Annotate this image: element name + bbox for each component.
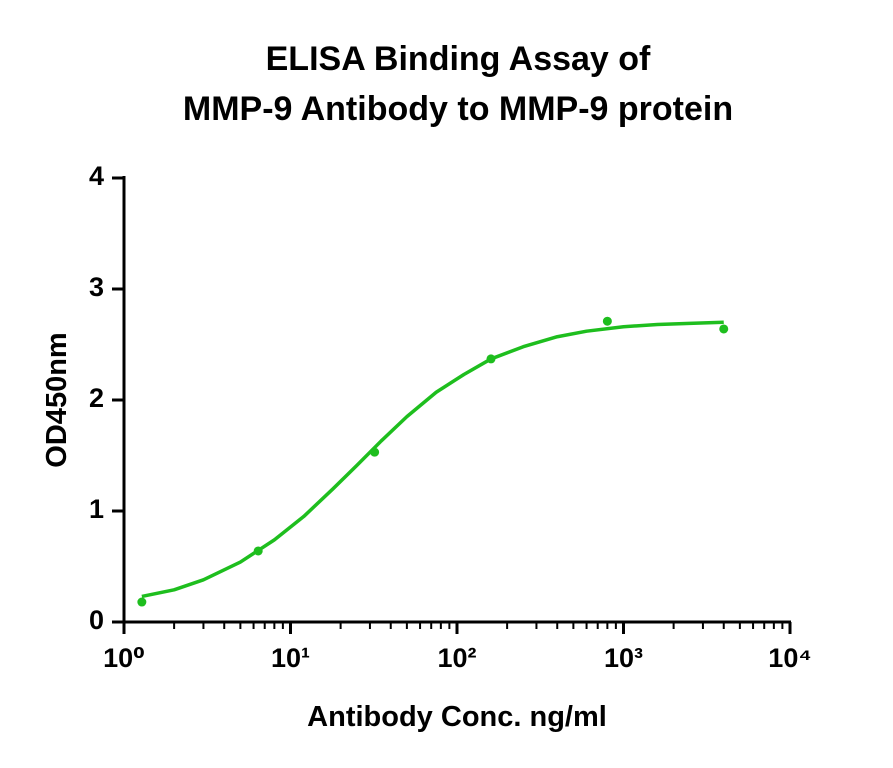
y-tick-label: 3	[89, 272, 104, 302]
data-point	[602, 316, 612, 326]
x-tick-label: 10¹	[271, 643, 310, 673]
chart-title: ELISA Binding Assay of	[266, 40, 651, 78]
x-tick-label: 10⁴	[768, 643, 811, 673]
data-point	[137, 597, 147, 607]
x-axis-label: Antibody Conc. ng/ml	[307, 701, 607, 733]
chart-title: MMP-9 Antibody to MMP-9 protein	[183, 90, 733, 128]
y-tick-label: 1	[89, 494, 104, 524]
data-point	[486, 354, 496, 364]
x-tick-label: 10²	[437, 643, 476, 673]
y-axis-label: OD450nm	[41, 332, 73, 467]
y-tick-label: 2	[89, 383, 104, 413]
y-tick-label: 4	[89, 161, 104, 191]
fit-curve	[141, 320, 724, 599]
data-point	[253, 546, 263, 556]
x-tick-label: 10³	[604, 643, 643, 673]
data-point	[719, 324, 729, 334]
y-tick-label: 0	[89, 605, 104, 635]
data-point	[370, 447, 380, 457]
x-tick-label: 10⁰	[103, 643, 145, 673]
